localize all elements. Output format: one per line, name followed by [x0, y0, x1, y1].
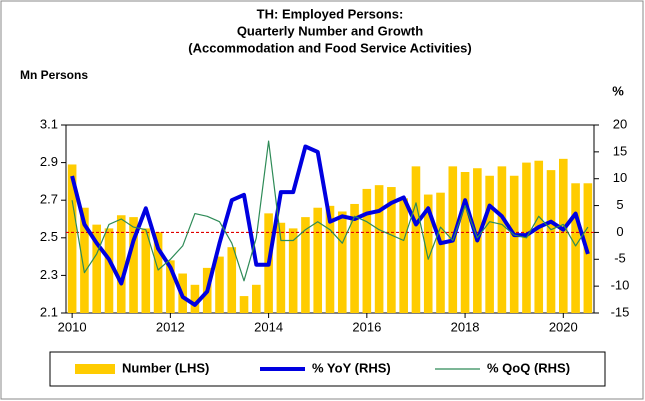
x-tick-label: 2010	[58, 319, 87, 334]
bar	[215, 256, 224, 313]
bar	[239, 296, 249, 313]
bar	[129, 217, 138, 313]
bar	[153, 232, 163, 313]
x-tick-label: 2014	[254, 319, 283, 334]
chart-title: Quarterly Number and Growth	[237, 23, 423, 38]
y2-tick-label: 10	[613, 170, 627, 185]
bar	[559, 158, 568, 313]
y2-tick-label: 5	[616, 197, 623, 212]
bar	[387, 187, 396, 313]
x-tick-label: 2020	[549, 319, 578, 334]
y2-axis-label: %	[612, 83, 624, 98]
y2-tick-label: 20	[613, 116, 627, 131]
bar	[460, 172, 470, 313]
bar	[436, 192, 445, 313]
legend-box	[49, 351, 606, 387]
y-tick-label: 2.9	[40, 154, 58, 169]
x-tick-label: 2012	[156, 319, 185, 334]
legend-label: % QoQ (RHS)	[487, 360, 570, 375]
y-tick-label: 2.7	[40, 192, 58, 207]
bar	[325, 205, 335, 313]
y-tick-label: 3.1	[40, 116, 58, 131]
bar	[534, 160, 544, 313]
chart-title: TH: Employed Persons:	[257, 6, 404, 21]
bar	[190, 284, 200, 313]
x-tick-label: 2018	[451, 319, 480, 334]
x-tick-label: 2016	[352, 319, 381, 334]
y2-tick-label: -5	[614, 251, 626, 266]
legend-label: Number (LHS)	[122, 360, 209, 375]
y2-tick-label: 15	[613, 143, 627, 158]
bar	[423, 194, 433, 313]
bar	[288, 228, 298, 313]
bar	[141, 228, 151, 313]
bar	[350, 203, 359, 313]
bar	[116, 215, 126, 313]
bar	[411, 166, 421, 313]
bar	[337, 211, 347, 313]
bar	[374, 185, 384, 313]
y2-tick-label: -10	[611, 278, 630, 293]
bar	[399, 198, 408, 313]
bar	[362, 188, 372, 313]
y-axis-label: Mn Persons	[20, 68, 88, 82]
bar	[276, 222, 286, 313]
chart-title: (Accommodation and Food Service Activiti…	[188, 40, 471, 55]
bar	[485, 175, 494, 313]
line	[71, 140, 589, 282]
bar	[227, 247, 237, 313]
y2-tick-label: -15	[611, 304, 630, 319]
y-tick-label: 2.3	[40, 267, 58, 282]
bar	[67, 164, 77, 313]
legend-label: % YoY (RHS)	[312, 360, 391, 375]
bar	[313, 207, 323, 313]
bar	[509, 175, 519, 313]
line	[70, 144, 590, 307]
bar	[546, 170, 556, 313]
bar	[252, 284, 261, 313]
y-tick-label: 2.1	[40, 304, 58, 319]
bar	[80, 207, 89, 313]
legend-swatch	[75, 364, 115, 374]
bar	[92, 224, 101, 313]
bar	[301, 217, 310, 313]
bar	[166, 260, 175, 313]
y2-tick-label: 0	[616, 224, 623, 239]
bar	[571, 183, 580, 313]
y-tick-label: 2.5	[40, 229, 58, 244]
bar	[497, 166, 507, 313]
bar	[104, 228, 114, 313]
